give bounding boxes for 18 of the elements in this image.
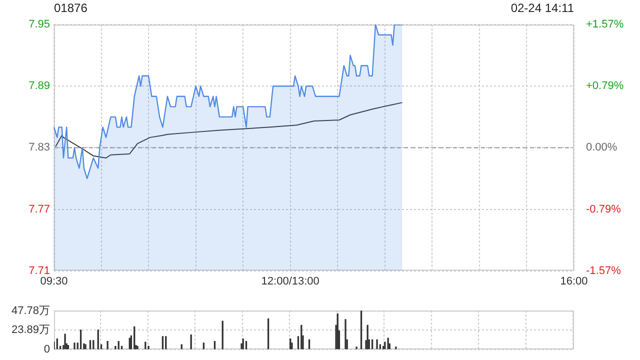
y-tick-label: 7.77 — [28, 203, 50, 216]
y2-tick-label: -1.57% — [586, 264, 622, 277]
x-tick-label: 09:30 — [40, 275, 68, 288]
text: 02-24 14:11 — [510, 1, 574, 15]
y-tick-label: 23.89万 — [11, 324, 50, 336]
y2-tick-label: 0.00% — [586, 142, 618, 154]
y-tick-label: 7.83 — [28, 142, 50, 154]
y-tick-label: 0 — [44, 343, 50, 356]
y2-tick-label: +1.57% — [586, 18, 624, 31]
y-tick-label: 7.89 — [28, 80, 50, 92]
y-tick-label: 7.71 — [28, 264, 50, 277]
x-tick-label: 16:00 — [560, 275, 588, 288]
y2-tick-label: +0.79% — [586, 80, 624, 92]
y-tick-label: 47.78万 — [11, 304, 50, 317]
y-tick-label: 7.95 — [28, 18, 50, 31]
y2-tick-label: -0.79% — [586, 204, 622, 216]
x-tick-label: 12:00/13:00 — [261, 275, 320, 288]
chart-title: 01876 — [54, 1, 88, 15]
